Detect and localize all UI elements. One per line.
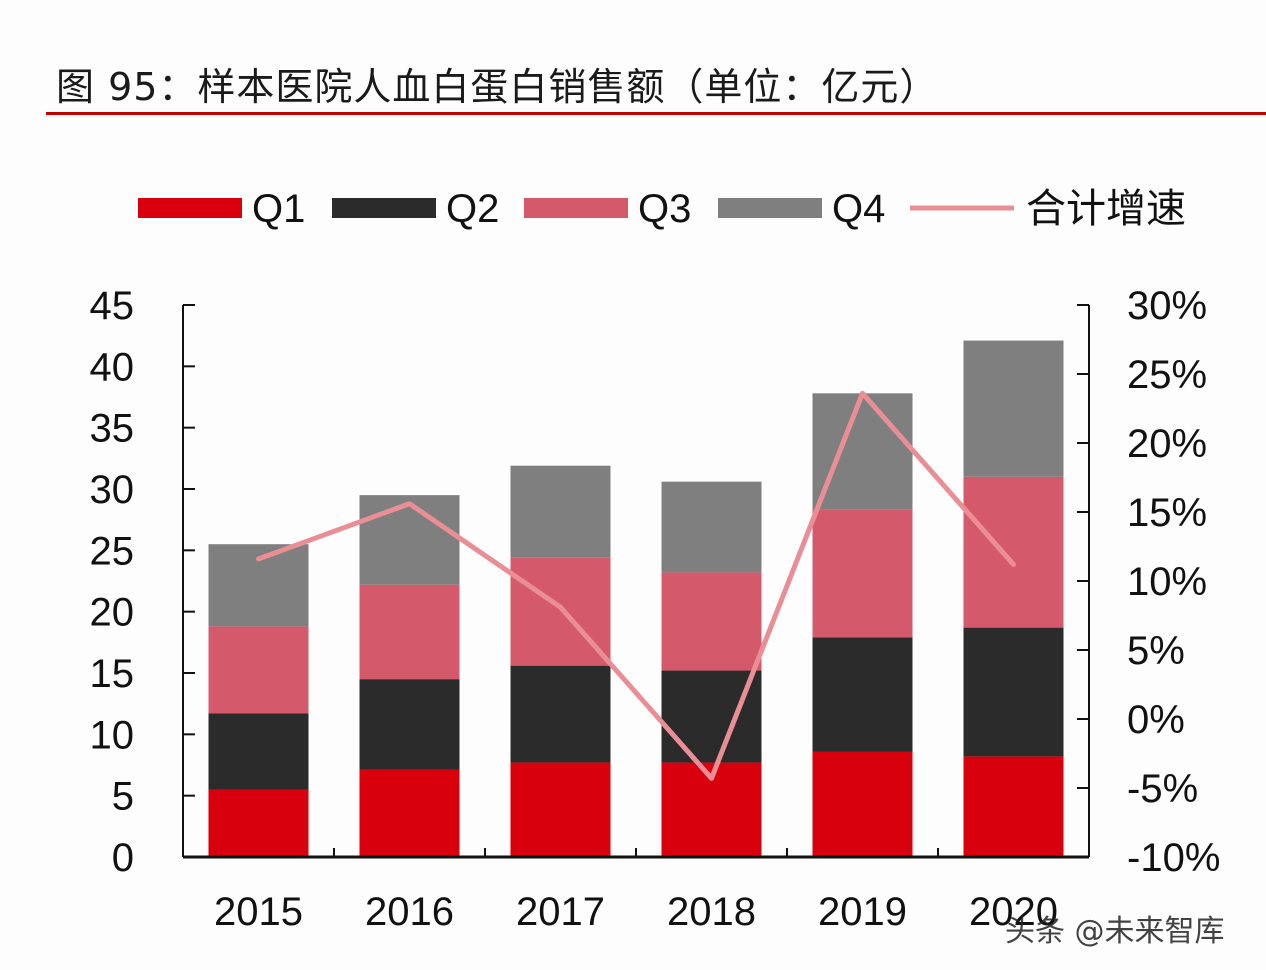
x-tick-label: 2018 — [667, 890, 756, 934]
y2-tick-label: 5% — [1127, 629, 1185, 673]
bar-q2-2017 — [510, 665, 611, 763]
y2-tick-label: 25% — [1127, 353, 1207, 397]
bar-q1-2020 — [963, 756, 1064, 857]
bar-q2-2015 — [208, 713, 309, 790]
y2-tick-label: 10% — [1127, 560, 1207, 604]
growth-line — [256, 390, 1016, 781]
bar-q1-2017 — [510, 762, 611, 857]
bar-q4-2017 — [510, 465, 611, 558]
y-tick-label: 25 — [90, 529, 135, 573]
y-tick-label: 35 — [90, 407, 135, 451]
bar-q3-2016 — [359, 584, 460, 680]
bar-q3-2015 — [208, 626, 309, 714]
y-tick-label: 45 — [90, 284, 135, 328]
bar-q3-2019 — [812, 509, 913, 638]
bar-q2-2019 — [812, 637, 913, 752]
x-tick-label: 2019 — [818, 890, 907, 934]
bar-q3-2020 — [963, 476, 1064, 628]
bar-q1-2019 — [812, 751, 913, 857]
legend-label-growth: 合计增速 — [1026, 187, 1186, 231]
y-tick-label: 10 — [90, 713, 135, 757]
legend-swatch-q1 — [138, 198, 242, 218]
legend-label-q1: Q1 — [252, 187, 305, 231]
y2-tick-label: 0% — [1127, 698, 1185, 742]
bar-q3-2018 — [661, 572, 762, 671]
y2-tick-label: 20% — [1127, 422, 1207, 466]
y-tick-label: 5 — [112, 775, 134, 819]
title-divider — [46, 112, 1266, 115]
y2-tick-label: 15% — [1127, 491, 1207, 535]
bar-q4-2016 — [359, 495, 460, 585]
bar-q2-2016 — [359, 679, 460, 770]
y-tick-label: 40 — [90, 345, 135, 389]
y-tick-label: 20 — [90, 591, 135, 635]
bar-q4-2020 — [963, 340, 1064, 477]
x-tick-label: 2020 — [969, 890, 1058, 934]
legend-label-q4: Q4 — [832, 187, 885, 231]
bar-q4-2019 — [812, 393, 913, 510]
legend-swatch-q4 — [718, 198, 822, 218]
y2-tick-label: -5% — [1127, 767, 1198, 811]
bar-q1-2016 — [359, 769, 460, 857]
watermark: 头条 @未来智库 — [1005, 914, 1225, 949]
x-tick-label: 2015 — [214, 890, 303, 934]
bar-q1-2015 — [208, 789, 309, 857]
x-tick-label: 2017 — [516, 890, 605, 934]
y2-tick-label: -10% — [1127, 836, 1220, 880]
bar-q2-2020 — [963, 627, 1064, 757]
bar-q4-2018 — [661, 481, 762, 573]
bar-q2-2018 — [661, 670, 762, 763]
chart-title: 图 95：样本医院人血白蛋白销售额（单位：亿元） — [56, 65, 939, 109]
x-tick-label: 2016 — [365, 890, 454, 934]
legend-swatch-q2 — [332, 198, 436, 218]
y-tick-label: 15 — [90, 652, 135, 696]
y2-tick-label: 30% — [1127, 284, 1207, 328]
legend-label-q2: Q2 — [446, 187, 499, 231]
legend-swatch-q3 — [524, 198, 628, 218]
y-tick-label: 30 — [90, 468, 135, 512]
legend-label-q3: Q3 — [638, 187, 691, 231]
y-tick-label: 0 — [112, 836, 134, 880]
